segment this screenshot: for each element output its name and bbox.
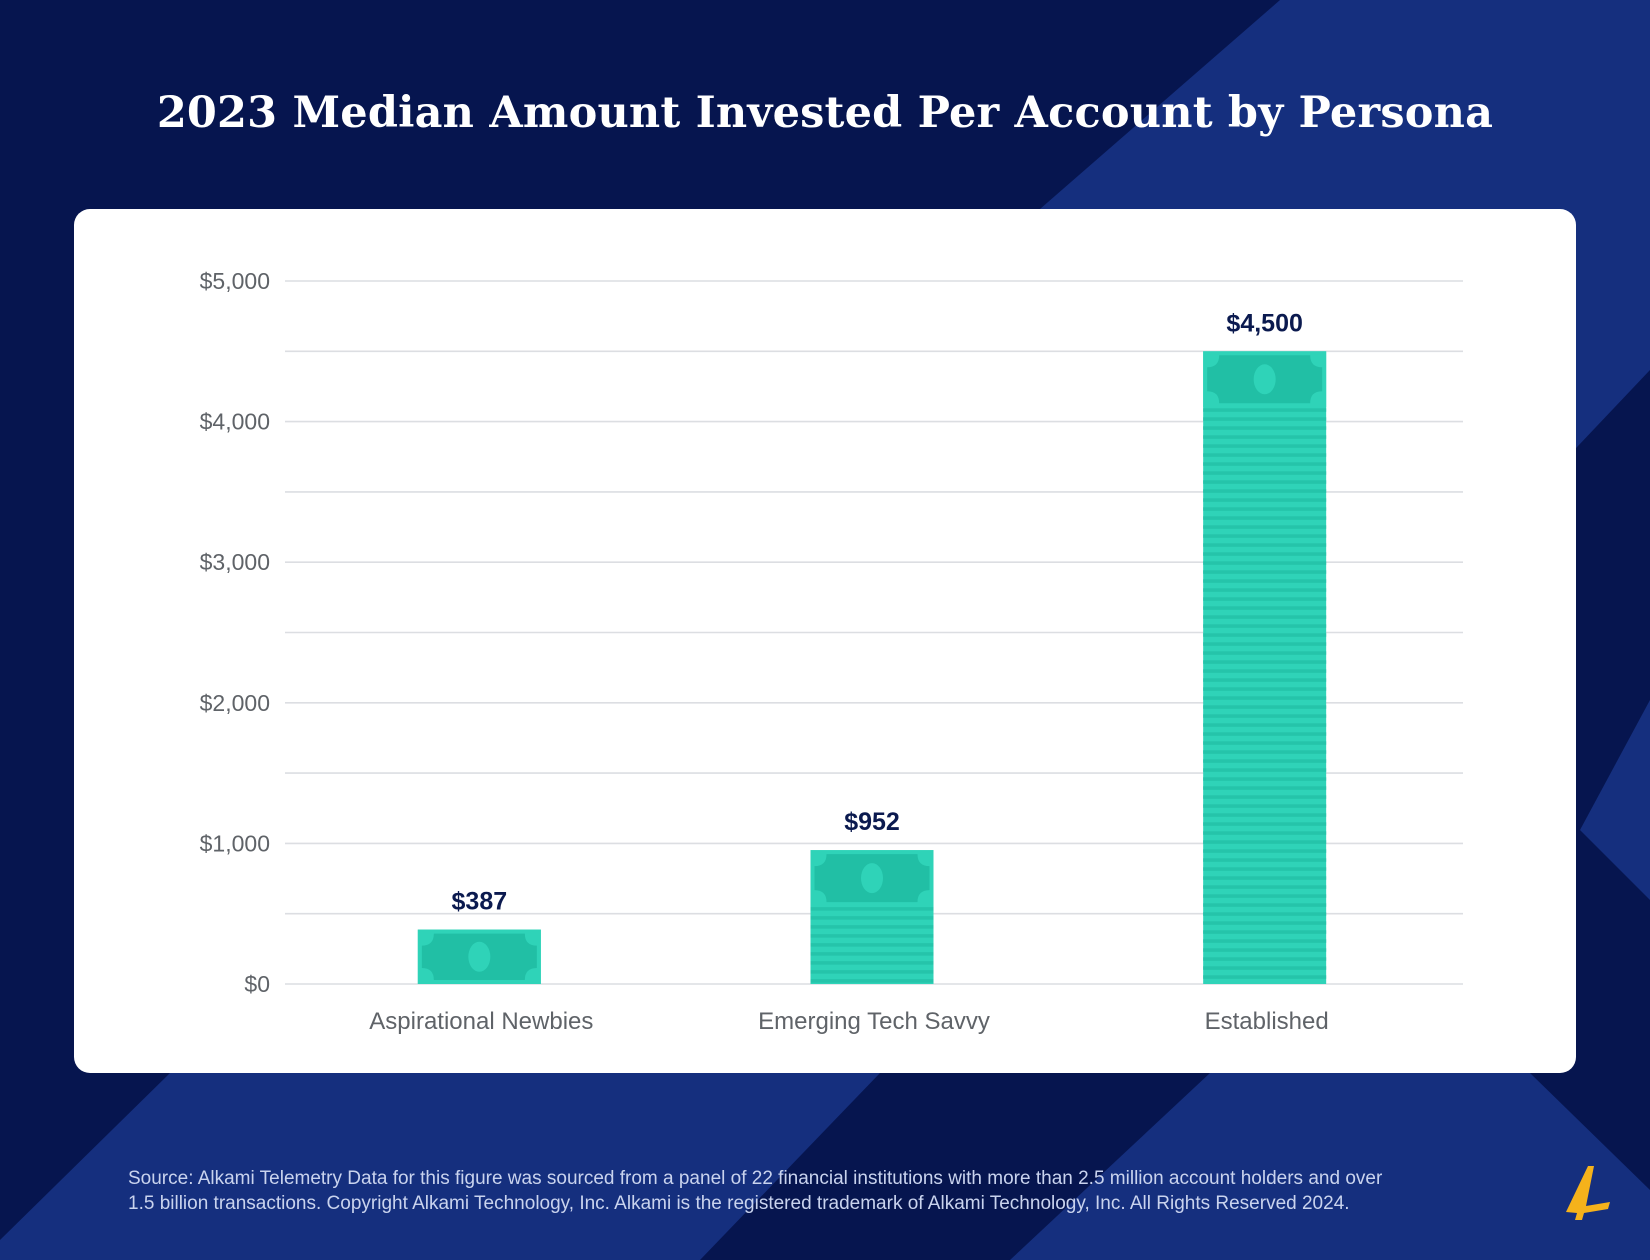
bar-stripe — [1203, 777, 1327, 781]
bar-stripe — [1203, 606, 1327, 610]
bar-value-label: $387 — [452, 888, 508, 916]
bar-stripe — [810, 943, 934, 947]
bar-stripe — [1203, 516, 1327, 520]
bar-stripe — [1203, 759, 1327, 763]
bar-chart: $0 $1,000 $2,000 $3,000 $4,000 $5,000 $387 Aspi… — [200, 268, 1463, 1035]
bar-stripe — [1203, 885, 1327, 889]
background-diagonal-band-bottom-right — [1010, 1073, 1650, 1260]
x-category-label: Established — [1205, 1008, 1329, 1035]
y-tick-label: $5,000 — [200, 268, 270, 294]
bar-stripe — [1203, 948, 1327, 952]
bar-stripe — [1203, 435, 1327, 439]
banknote-medallion — [468, 941, 491, 972]
bar-stripe — [1203, 417, 1327, 421]
bar-stripe — [1203, 750, 1327, 754]
bar-stripe — [1203, 732, 1327, 736]
bar-stripe — [1203, 426, 1327, 430]
bar-stripe — [1203, 570, 1327, 574]
banknote-medallion — [1253, 364, 1276, 395]
bar-value-label: $952 — [844, 808, 900, 836]
bar-stripe — [1203, 795, 1327, 799]
chart-card: $0 $1,000 $2,000 $3,000 $4,000 $5,000 $387 Aspi… — [74, 209, 1576, 1073]
bar-stripe — [1203, 462, 1327, 466]
bar-stripe — [1203, 813, 1327, 817]
bar-stripe — [1203, 453, 1327, 457]
bar-stripe — [1203, 741, 1327, 745]
x-category-label: Aspirational Newbies — [369, 1008, 593, 1035]
bar-stripe — [1203, 615, 1327, 619]
bar-stripe — [1203, 687, 1327, 691]
bar-value-label: $4,500 — [1226, 309, 1302, 337]
bar-stripe — [1203, 912, 1327, 916]
bar-stripe — [810, 961, 934, 965]
bar-stripe — [1203, 669, 1327, 673]
bar-stripe — [1203, 831, 1327, 835]
background-diagonal-band-bottom-left — [0, 1073, 880, 1260]
y-tick-label: $1,000 — [200, 830, 270, 856]
bar-stripe — [1203, 489, 1327, 493]
bar-stripe — [1203, 849, 1327, 853]
bar-stripe — [1203, 651, 1327, 655]
bar-stripe — [1203, 921, 1327, 925]
bar-stripe — [1203, 768, 1327, 772]
bar-stripe — [1203, 957, 1327, 961]
bar-stripe — [810, 934, 934, 938]
bar-stripe — [1203, 840, 1327, 844]
bar-stripe — [1203, 858, 1327, 862]
bar-stripe — [1203, 408, 1327, 412]
bar-stripe — [1203, 723, 1327, 727]
bar-stripe — [810, 970, 934, 974]
bar-stripe — [1203, 471, 1327, 475]
y-tick-label: $3,000 — [200, 549, 270, 575]
alkami-logo-icon — [1566, 1166, 1610, 1220]
bar-stripe — [1203, 561, 1327, 565]
bar-stripe — [1203, 534, 1327, 538]
chart-title: 2023 Median Amount Invested Per Account … — [156, 88, 1494, 138]
bar-stripe — [1203, 714, 1327, 718]
bar-stripe — [810, 907, 934, 911]
bar-stripe — [1203, 894, 1327, 898]
bar-stripe — [1203, 660, 1327, 664]
bar-stripe — [1203, 876, 1327, 880]
bar-stripe — [1203, 822, 1327, 826]
bar-stripe — [1203, 903, 1327, 907]
bar-stripe — [1203, 867, 1327, 871]
bar-stripe — [1203, 588, 1327, 592]
bar-stripe — [1203, 552, 1327, 556]
bar-stripe — [1203, 480, 1327, 484]
background-diagonal-band-right — [1580, 700, 1650, 900]
bar-stripe — [810, 916, 934, 920]
bar-stripe — [810, 925, 934, 929]
bar-stripe — [1203, 624, 1327, 628]
y-tick-label: $2,000 — [200, 690, 270, 716]
bar-stripe — [1203, 642, 1327, 646]
bar-stripe — [1203, 525, 1327, 529]
banknote-medallion — [861, 863, 883, 894]
bar-stripe — [1203, 786, 1327, 790]
bar-stripe — [1203, 444, 1327, 448]
bar-stripe — [1203, 939, 1327, 943]
source-footnote: Source: Alkami Telemetry Data for this f… — [128, 1166, 1528, 1216]
bar-stripe — [1203, 543, 1327, 547]
x-category-label: Emerging Tech Savvy — [758, 1008, 990, 1035]
bar-stripe — [1203, 804, 1327, 808]
bar-stripe — [1203, 696, 1327, 700]
bar-stripe — [1203, 633, 1327, 637]
bar-stripe — [1203, 597, 1327, 601]
bar-stripe — [1203, 498, 1327, 502]
bar-stripe — [1203, 507, 1327, 511]
bar-stripe — [1203, 678, 1327, 682]
bar-stripe — [1203, 930, 1327, 934]
source-footnote-line-1: Source: Alkami Telemetry Data for this f… — [128, 1168, 1383, 1189]
source-footnote-line-2: 1.5 billion transactions. Copyright Alka… — [128, 1193, 1350, 1214]
bar-stripe — [1203, 975, 1327, 979]
bar-stripe — [1203, 966, 1327, 970]
bar-stripe — [810, 952, 934, 956]
bar-stripe — [810, 979, 934, 983]
bar-stripe — [1203, 579, 1327, 583]
y-tick-label: $0 — [244, 971, 270, 997]
y-tick-label: $4,000 — [200, 409, 270, 435]
bar-stripe — [1203, 705, 1327, 709]
